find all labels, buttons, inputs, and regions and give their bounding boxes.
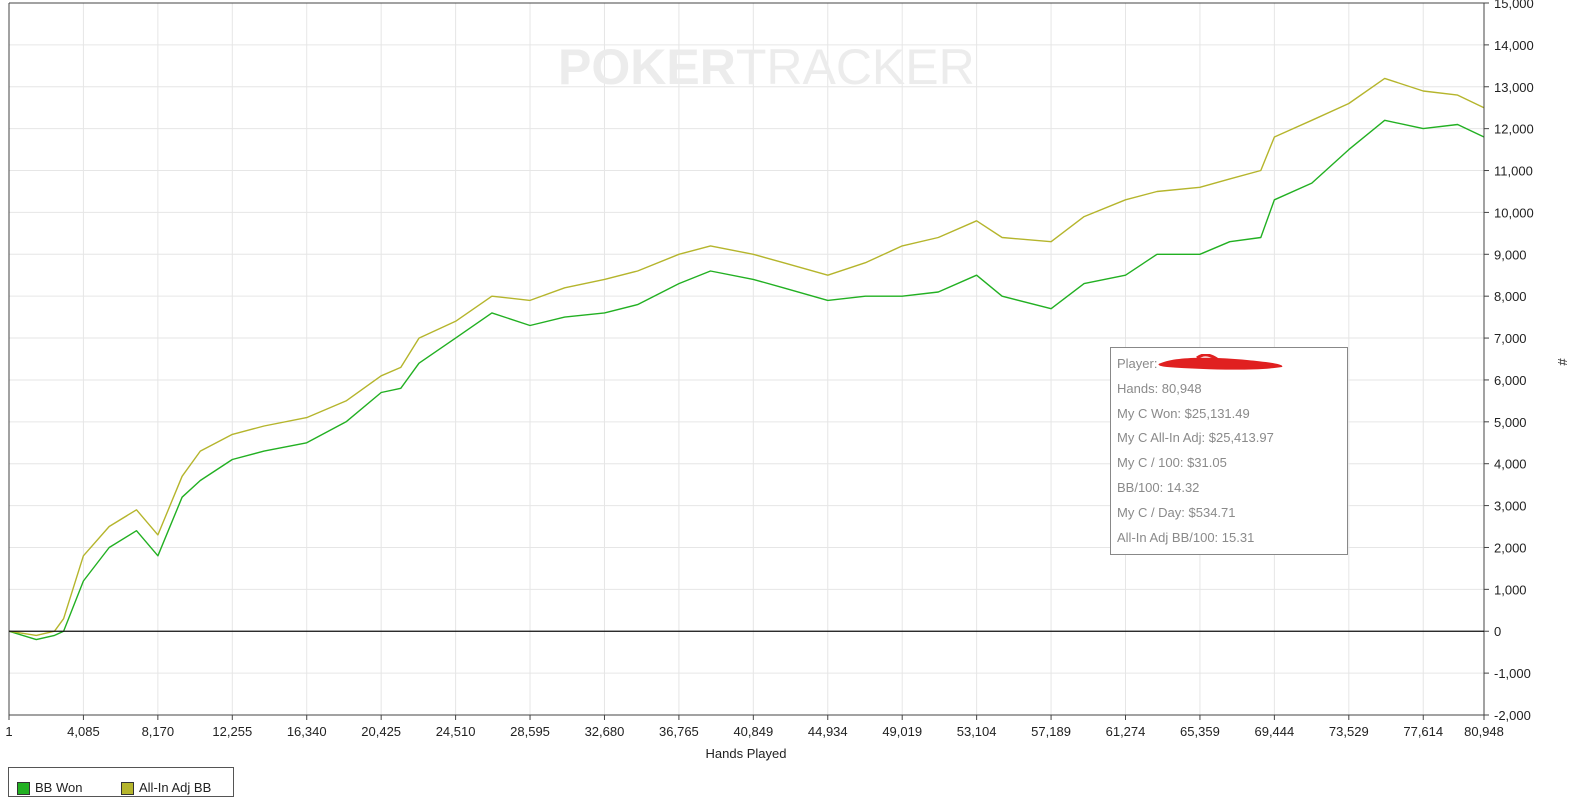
x-tick-label: 40,849 — [733, 724, 773, 739]
y-tick-label: 15,000 — [1494, 0, 1534, 11]
legend-item-allin-adj-bb[interactable]: All-In Adj BB — [121, 780, 211, 795]
y-tick-label: 13,000 — [1494, 80, 1534, 95]
x-axis-title: Hands Played — [706, 746, 787, 761]
x-tick-label: 65,359 — [1180, 724, 1220, 739]
y-tick-label: 14,000 — [1494, 38, 1534, 53]
y-tick-label: -1,000 — [1494, 666, 1531, 681]
x-tick-label: 1 — [5, 724, 12, 739]
legend-swatch-bb-won — [17, 782, 30, 795]
x-tick-label: 8,170 — [142, 724, 175, 739]
y-tick-label: 3,000 — [1494, 499, 1527, 514]
y-tick-label: 4,000 — [1494, 457, 1527, 472]
x-tick-label: 49,019 — [882, 724, 922, 739]
y-tick-label: 11,000 — [1494, 164, 1533, 179]
player-name-redaction — [1157, 354, 1287, 372]
x-tick-label: 69,444 — [1254, 724, 1294, 739]
player-label: Player: — [1117, 356, 1157, 371]
pokertracker-watermark: POKERTRACKER — [558, 39, 975, 95]
x-tick-label: 16,340 — [287, 724, 327, 739]
y-tick-label: 6,000 — [1494, 373, 1527, 388]
x-tick-label: 20,425 — [361, 724, 401, 739]
y-axis-title: # — [1555, 358, 1570, 366]
x-tick-label: 44,934 — [808, 724, 848, 739]
x-tick-label: 73,529 — [1329, 724, 1369, 739]
y-tick-label: 12,000 — [1494, 122, 1534, 137]
x-tick-label: 53,104 — [957, 724, 997, 739]
x-tick-label: 12,255 — [212, 724, 252, 739]
chart-legend: BB Won All-In Adj BB — [8, 767, 234, 797]
allin-adj-bb-per-100-row: All-In Adj BB/100: 15.31 — [1117, 526, 1341, 551]
bb-per-100-row: BB/100: 14.32 — [1117, 476, 1341, 501]
x-axis-ticks: 1 4,085 8,170 12,255 16,340 20,425 24,510 28,59… — [5, 715, 1504, 739]
y-tick-label: 8,000 — [1494, 289, 1527, 304]
y-tick-label: 2,000 — [1494, 540, 1527, 555]
x-tick-label: 32,680 — [585, 724, 625, 739]
watermark-light: TRACKER — [736, 39, 975, 95]
x-tick-label: 4,085 — [67, 724, 100, 739]
x-tick-label: 61,274 — [1106, 724, 1146, 739]
x-tick-label: 24,510 — [436, 724, 476, 739]
hands-row: Hands: 80,948 — [1117, 377, 1341, 402]
svg-text:POKERTRACKER: POKERTRACKER — [558, 39, 975, 95]
player-row: Player: — [1117, 352, 1341, 377]
legend-item-bb-won[interactable]: BB Won — [17, 780, 82, 795]
player-stats-tooltip: Player: Hands: 80,948 My C Won: $25,131.… — [1110, 347, 1348, 555]
x-tick-label: 57,189 — [1031, 724, 1071, 739]
y-tick-label: -2,000 — [1494, 708, 1531, 723]
y-tick-label: 7,000 — [1494, 331, 1527, 346]
legend-label-bb-won: BB Won — [35, 780, 82, 795]
y-tick-label: 1,000 — [1494, 582, 1527, 597]
y-tick-label: 0 — [1494, 624, 1501, 639]
my-c-per-100-row: My C / 100: $31.05 — [1117, 451, 1341, 476]
my-c-won-row: My C Won: $25,131.49 — [1117, 402, 1341, 427]
y-tick-label: 5,000 — [1494, 415, 1527, 430]
my-c-per-day-row: My C / Day: $534.71 — [1117, 501, 1341, 526]
x-tick-label: 80,948 — [1464, 724, 1504, 739]
x-tick-label: 77,614 — [1403, 724, 1443, 739]
legend-swatch-allin-adj-bb — [121, 782, 134, 795]
x-tick-label: 28,595 — [510, 724, 550, 739]
y-tick-label: 10,000 — [1494, 205, 1534, 220]
y-tick-label: 9,000 — [1494, 247, 1527, 262]
x-tick-label: 36,765 — [659, 724, 699, 739]
legend-label-allin-adj-bb: All-In Adj BB — [139, 780, 211, 795]
y-axis-ticks: -2,000 -1,000 0 1,000 2,000 3,000 4,000 5,000 6,… — [1484, 0, 1534, 723]
my-c-allin-adj-row: My C All-In Adj: $25,413.97 — [1117, 426, 1341, 451]
watermark-bold: POKER — [558, 39, 736, 95]
